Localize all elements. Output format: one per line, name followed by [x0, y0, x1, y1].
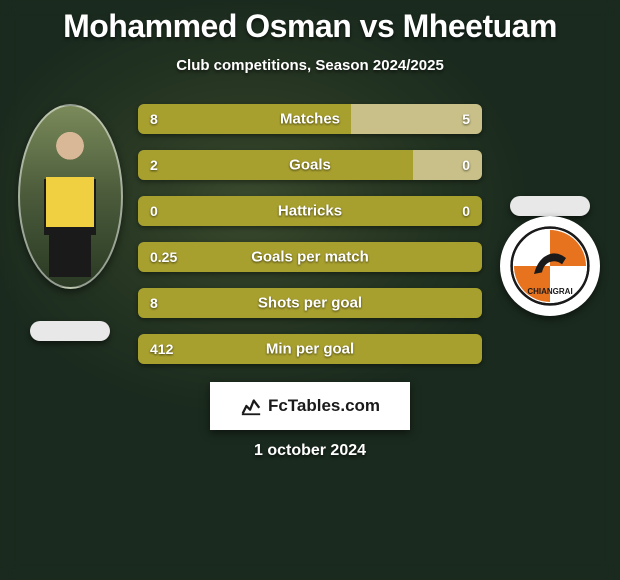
stat-bar-p1 [138, 150, 413, 180]
chart-icon [240, 395, 262, 417]
player1-silhouette [35, 117, 105, 277]
fctables-badge: FcTables.com [210, 382, 410, 430]
player1-avatar [18, 104, 123, 289]
page-title: Mohammed Osman vs Mheetuam [0, 0, 620, 45]
stat-value-p1: 2 [150, 157, 158, 173]
stat-bar-p1 [138, 196, 482, 226]
player2-name-pill [510, 196, 590, 216]
stat-row: Goals per match0.25 [138, 242, 482, 272]
stat-row: Matches85 [138, 104, 482, 134]
stat-row: Hattricks00 [138, 196, 482, 226]
stat-bar-p2 [413, 150, 482, 180]
stat-value-p2: 0 [462, 203, 470, 219]
stat-value-p1: 8 [150, 295, 158, 311]
stat-value-p1: 0.25 [150, 249, 177, 265]
stat-bar-p1 [138, 288, 482, 318]
svg-text:CHIANGRAI: CHIANGRAI [527, 287, 572, 296]
chiangrai-logo-icon: CHIANGRAI [510, 226, 590, 306]
badge-text: FcTables.com [268, 396, 380, 416]
stat-bar-p1 [138, 242, 482, 272]
date-text: 1 october 2024 [0, 442, 620, 460]
stat-value-p1: 0 [150, 203, 158, 219]
stat-row: Shots per goal8 [138, 288, 482, 318]
player2-logo: CHIANGRAI [500, 216, 600, 316]
stat-value-p2: 5 [462, 111, 470, 127]
stat-bar-p1 [138, 104, 351, 134]
stat-row: Min per goal412 [138, 334, 482, 364]
stat-row: Goals20 [138, 150, 482, 180]
player1-column [10, 104, 130, 341]
player1-name-pill [30, 321, 110, 341]
comparison-panel: Matches85Goals20Hattricks00Goals per mat… [0, 104, 620, 364]
stat-bar-p1 [138, 334, 482, 364]
stat-value-p1: 412 [150, 341, 173, 357]
subtitle: Club competitions, Season 2024/2025 [0, 57, 620, 74]
stat-value-p1: 8 [150, 111, 158, 127]
stat-bars: Matches85Goals20Hattricks00Goals per mat… [130, 104, 490, 364]
stat-value-p2: 0 [462, 157, 470, 173]
player2-column: CHIANGRAI [490, 104, 610, 316]
